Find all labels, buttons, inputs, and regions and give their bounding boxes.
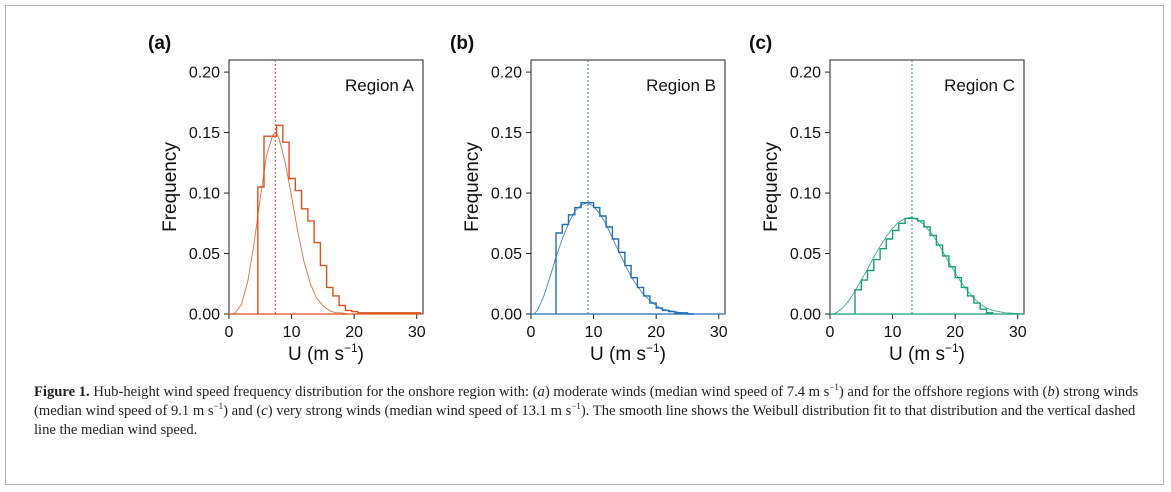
caption-text-3: ) and for the offshore regions with ( xyxy=(838,384,1048,400)
x-tick-label: 20 xyxy=(946,324,964,341)
y-tick-label: 0.15 xyxy=(790,125,821,142)
caption-text-1: Hub-height wind speed frequency distribu… xyxy=(89,384,538,400)
plot-frame xyxy=(829,59,1025,315)
caption-label: Figure 1. xyxy=(34,384,90,400)
x-axis-label: U (m s−1) xyxy=(288,341,364,365)
chart-panel-c: 0.00 0.05 0.10 0.15 0.20 0 10 20 30 U (m s−1) Freq… xyxy=(749,33,1027,365)
x-tick-label: 0 xyxy=(527,324,536,341)
caption-sup-2: −1 xyxy=(213,401,224,412)
figure-panels: 0.00 0.05 0.10 0.15 0.20 0 10 20 30 U (m s−1) Freq… xyxy=(148,33,1027,365)
y-tick-label: 0.05 xyxy=(491,246,522,263)
x-tick-label: 10 xyxy=(283,324,301,341)
chart-panel-a: 0.00 0.05 0.10 0.15 0.20 0 10 20 30 U (m s−1) Freq… xyxy=(148,33,426,365)
y-tick-label: 0.00 xyxy=(790,307,821,324)
charts-svg: 0.00 0.05 0.10 0.15 0.20 0 10 20 30 U (m s−1) Freq… xyxy=(148,33,1027,365)
caption-text-5: ) and ( xyxy=(223,403,262,419)
region-label: Region C xyxy=(944,76,1015,95)
y-axis-label: Frequency xyxy=(761,142,782,232)
figure-frame xyxy=(5,5,1164,485)
y-tick-label: 0.10 xyxy=(189,186,220,203)
x-axis-label: U (m s−1) xyxy=(590,341,666,365)
caption-italic-c: c xyxy=(261,403,268,419)
caption-sup-3: −1 xyxy=(571,401,581,412)
y-tick-label: 0.10 xyxy=(790,186,821,203)
y-axis-label: Frequency xyxy=(160,142,181,232)
caption-text-4: ) strong winds (median wind speed of 9.1… xyxy=(34,384,1139,419)
y-tick-label: 0.05 xyxy=(189,246,220,263)
y-tick-label: 0.05 xyxy=(790,246,821,263)
y-axis-label: Frequency xyxy=(462,142,483,232)
chart-panel-b: 0.00 0.05 0.10 0.15 0.20 0 10 20 30 U (m s−1) Freq… xyxy=(450,33,728,365)
y-tick-label: 0.20 xyxy=(189,65,220,82)
caption-italic-a: a xyxy=(537,384,545,400)
x-tick-label: 10 xyxy=(884,324,902,341)
figure-caption: Figure 1. Hub-height wind speed frequenc… xyxy=(34,383,1144,440)
x-tick-label: 30 xyxy=(1009,324,1027,341)
panel-label: (a) xyxy=(148,33,171,54)
y-tick-label: 0.00 xyxy=(491,307,522,324)
histogram-steps xyxy=(555,202,694,315)
y-tick-label: 0.00 xyxy=(189,307,220,324)
x-axis-label: U (m s−1) xyxy=(889,341,965,365)
caption-text-6: ) very strong winds (median wind speed o… xyxy=(267,403,572,419)
plot-frame xyxy=(530,59,726,315)
x-tick-label: 30 xyxy=(408,324,426,341)
panel-label: (b) xyxy=(450,33,474,54)
region-label: Region B xyxy=(646,76,716,95)
caption-text-7: ). The smooth line shows the Weibull dis… xyxy=(34,403,1136,438)
caption-sup-1: −1 xyxy=(829,382,839,393)
x-tick-label: 20 xyxy=(345,324,363,341)
x-tick-label: 30 xyxy=(710,324,728,341)
caption-italic-b: b xyxy=(1047,384,1055,400)
weibull-fit-line xyxy=(832,216,1025,315)
weibull-fit-line xyxy=(533,202,725,315)
histogram-steps xyxy=(257,124,422,314)
x-tick-label: 0 xyxy=(826,324,835,341)
x-tick-label: 0 xyxy=(225,324,234,341)
caption-text-2: ) moderate winds (median wind speed of 7… xyxy=(544,384,830,400)
x-tick-label: 10 xyxy=(585,324,603,341)
histogram-steps xyxy=(854,217,994,314)
x-tick-label: 20 xyxy=(647,324,665,341)
region-label: Region A xyxy=(345,76,415,95)
y-tick-label: 0.10 xyxy=(491,186,522,203)
y-tick-label: 0.20 xyxy=(491,65,522,82)
panel-label: (c) xyxy=(749,33,772,54)
y-tick-label: 0.20 xyxy=(790,65,821,82)
y-tick-label: 0.15 xyxy=(491,125,522,142)
y-tick-label: 0.15 xyxy=(189,125,220,142)
